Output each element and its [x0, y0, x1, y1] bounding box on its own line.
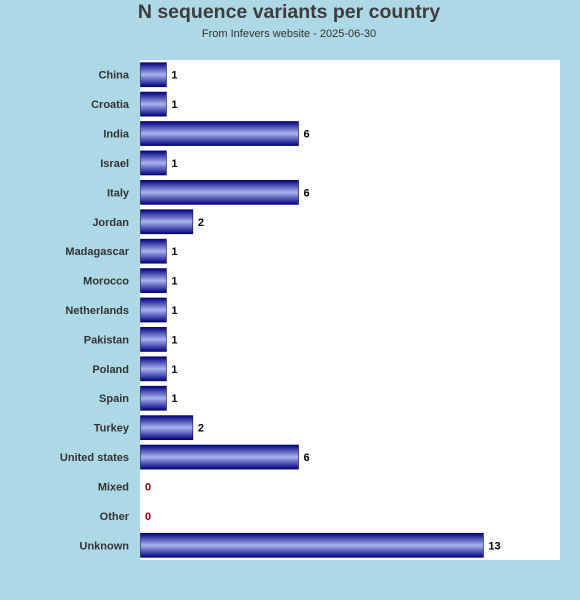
- bar: [140, 415, 194, 441]
- bar: [140, 209, 194, 235]
- data-label: 1: [171, 246, 177, 258]
- bars-group: [140, 62, 484, 558]
- data-label: 1: [171, 158, 177, 170]
- data-label: 1: [171, 276, 177, 288]
- bar: [140, 327, 167, 352]
- category-label: Turkey: [94, 423, 130, 435]
- bar: [140, 385, 167, 411]
- bar: [140, 121, 299, 146]
- category-label: Poland: [92, 364, 129, 376]
- bar: [140, 297, 167, 323]
- bar: [140, 356, 167, 382]
- category-label: Unknown: [80, 540, 130, 552]
- bar: [140, 150, 167, 176]
- category-label: Mixed: [98, 481, 129, 493]
- data-label: 1: [171, 305, 177, 317]
- category-label: Other: [100, 511, 130, 523]
- category-label: Spain: [99, 393, 129, 405]
- chart-title: N sequence variants per country: [137, 1, 441, 23]
- data-label: 1: [171, 364, 177, 376]
- bar: [140, 268, 167, 293]
- data-label: 0: [145, 481, 151, 493]
- data-label: 13: [488, 540, 500, 552]
- data-label: 0: [145, 511, 151, 523]
- chart-subtitle: From Infevers website - 2025-06-30: [201, 28, 377, 40]
- data-label: 1: [171, 393, 177, 405]
- labels-group: China 1 Croatia 1 India 6 Israel 1 Italy 6 Jordan 2…: [60, 70, 501, 553]
- category-label: Italy: [107, 187, 130, 199]
- bar: [140, 444, 299, 470]
- data-label: 6: [303, 129, 309, 141]
- data-label: 6: [303, 452, 309, 464]
- category-label: Croatia: [91, 99, 130, 111]
- category-label: Morocco: [83, 276, 129, 288]
- bar: [140, 179, 299, 205]
- data-label: 1: [171, 334, 177, 346]
- category-label: India: [103, 129, 130, 141]
- category-label: Netherlands: [65, 305, 129, 317]
- category-label: China: [98, 70, 129, 82]
- bar: [140, 532, 484, 558]
- category-label: United states: [60, 452, 129, 464]
- data-label: 1: [171, 99, 177, 111]
- category-label: Madagascar: [65, 246, 129, 258]
- bar: [140, 238, 167, 264]
- data-label: 2: [198, 217, 204, 229]
- bar: [140, 91, 167, 117]
- category-label: Israel: [100, 158, 129, 170]
- category-label: Jordan: [92, 217, 129, 229]
- data-label: 1: [171, 70, 177, 82]
- data-label: 2: [198, 423, 204, 435]
- category-label: Pakistan: [84, 334, 130, 346]
- data-label: 6: [303, 187, 309, 199]
- bar: [140, 62, 167, 88]
